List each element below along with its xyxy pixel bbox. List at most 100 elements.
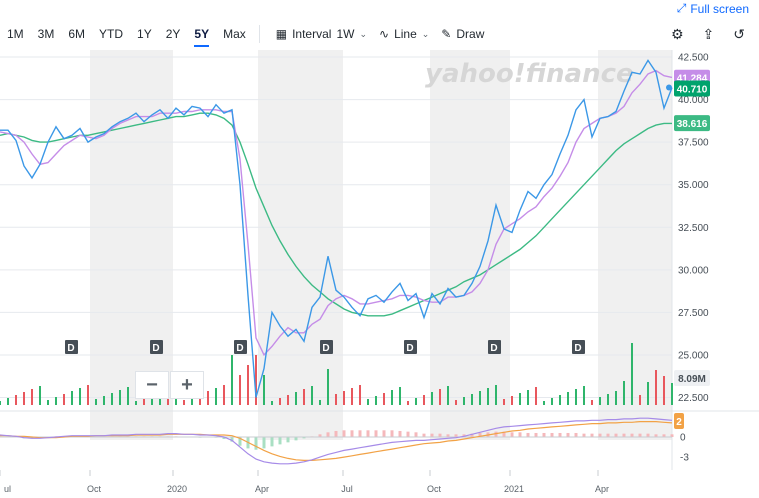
macd-histogram-bar [270,437,274,447]
macd-badge [674,413,684,429]
x-tick-label: Jul [341,484,353,494]
volume-bar [495,385,497,405]
volume-bar [183,400,185,405]
macd-histogram-bar [238,437,242,446]
macd-tick-label: -3 [680,453,689,464]
interval-dropdown[interactable]: ▦ Interval 1W ⌄ [276,27,367,41]
range-1m[interactable]: 1M [7,27,24,41]
volume-badge-text: 8.09M [678,374,706,385]
zoom-out-button[interactable]: − [135,371,169,399]
y-tick-label: 32.500 [678,223,709,234]
macd-histogram-bar [366,430,370,437]
macd-histogram-bar [254,437,258,450]
range-3m[interactable]: 3M [37,27,55,41]
y-tick-label: 37.500 [678,138,709,149]
chart-type-label: Line [394,27,417,41]
y-tick-label: 27.500 [678,308,709,319]
volume-bar [591,400,593,405]
full-screen-button[interactable]: ⤢ Full screen [677,1,749,16]
volume-bar [463,397,465,405]
range-6m[interactable]: 6M [68,27,86,41]
volume-bar [271,401,273,405]
chevron-down-icon: ⌄ [359,28,367,39]
macd-histogram-bar [382,430,386,437]
range-1y[interactable]: 1Y [137,27,152,41]
volume-bar [47,400,49,405]
volume-bar [431,392,433,405]
macd-histogram-bar [390,430,394,437]
macd-panel: 0 -3 [0,417,689,465]
volume-bar [191,397,193,405]
macd-histogram-bar [286,437,290,443]
volume-bar [415,398,417,405]
range-5y[interactable]: 5Y [194,27,210,47]
volume-bar [631,343,633,405]
draw-button[interactable]: ✎ Draw [441,27,484,41]
dividend-marker [404,340,417,354]
range-2y[interactable]: 2Y [165,27,181,41]
volume-bar [543,401,545,405]
share-icon[interactable]: ⇪ [702,26,715,42]
dividend-label: D [67,343,74,354]
dividend-label: D [574,343,581,354]
volume-bar [359,385,361,405]
volume-bar [599,397,601,405]
toolbar-divider [258,25,260,43]
volume-bar [335,394,337,405]
volume-bar [55,397,57,405]
toolbar-right-icons: ⚙ ⇪ ↺ [671,26,745,43]
chart-type-dropdown[interactable]: ∿ Line ⌄ [379,27,429,41]
volume-bar [535,387,537,405]
volume-bar [447,386,449,405]
volume-bar [95,399,97,405]
volume-bar [655,370,657,405]
volume-bar [111,393,113,405]
volume-bar [71,391,73,405]
macd-histogram-bar [510,432,514,437]
macd-histogram-bar [414,432,418,437]
macd-histogram-bar [278,437,282,445]
macd-histogram-bar [30,437,34,439]
macd-histogram-bar [518,432,522,437]
settings-icon[interactable]: ⚙ [670,26,684,42]
reset-icon[interactable]: ↺ [733,26,745,42]
macd-histogram-bar [630,433,634,437]
volume-bar [287,395,289,405]
macd-histogram-bar [326,432,330,437]
macd-histogram-bar [398,430,402,437]
volume-bar [503,399,505,405]
volume-bar [31,389,33,405]
y-tick-label: 22.500 [678,393,709,404]
macd-histogram-bar [350,430,354,437]
x-tick-label: 2021 [504,484,524,494]
volume-bar [439,389,441,405]
short-moving-average-line [0,69,673,357]
x-tick-label: ul [4,484,11,494]
macd-histogram-bar [598,433,602,437]
macd-histogram-bar [358,430,362,437]
macd-histogram-bar [334,430,338,437]
dividend-marker [234,340,247,354]
chart-toolbar: 1M 3M 6M YTD 1Y 2Y 5Y Max ▦ Interval 1W … [0,22,759,47]
volume-bar [383,393,385,405]
macd-histogram-bar [646,433,650,437]
range-ytd[interactable]: YTD [99,27,124,41]
macd-histogram-bar [526,432,530,437]
macd-histogram-bar [502,431,506,437]
range-max[interactable]: Max [223,27,246,41]
zoom-in-button[interactable]: + [170,371,204,399]
volume-bar [151,395,153,405]
macd-histogram-bar [590,433,594,437]
signal-line [0,421,673,461]
macd-histogram-bar [566,432,570,437]
volume-bar [343,391,345,405]
macd-histogram-bar [294,437,298,441]
chevron-down-icon: ⌄ [421,28,430,39]
volume-bar [223,385,225,405]
dividend-marker [65,340,78,354]
volume-bar [295,392,297,405]
volume-bar [215,388,217,405]
volume-bar [551,398,553,405]
